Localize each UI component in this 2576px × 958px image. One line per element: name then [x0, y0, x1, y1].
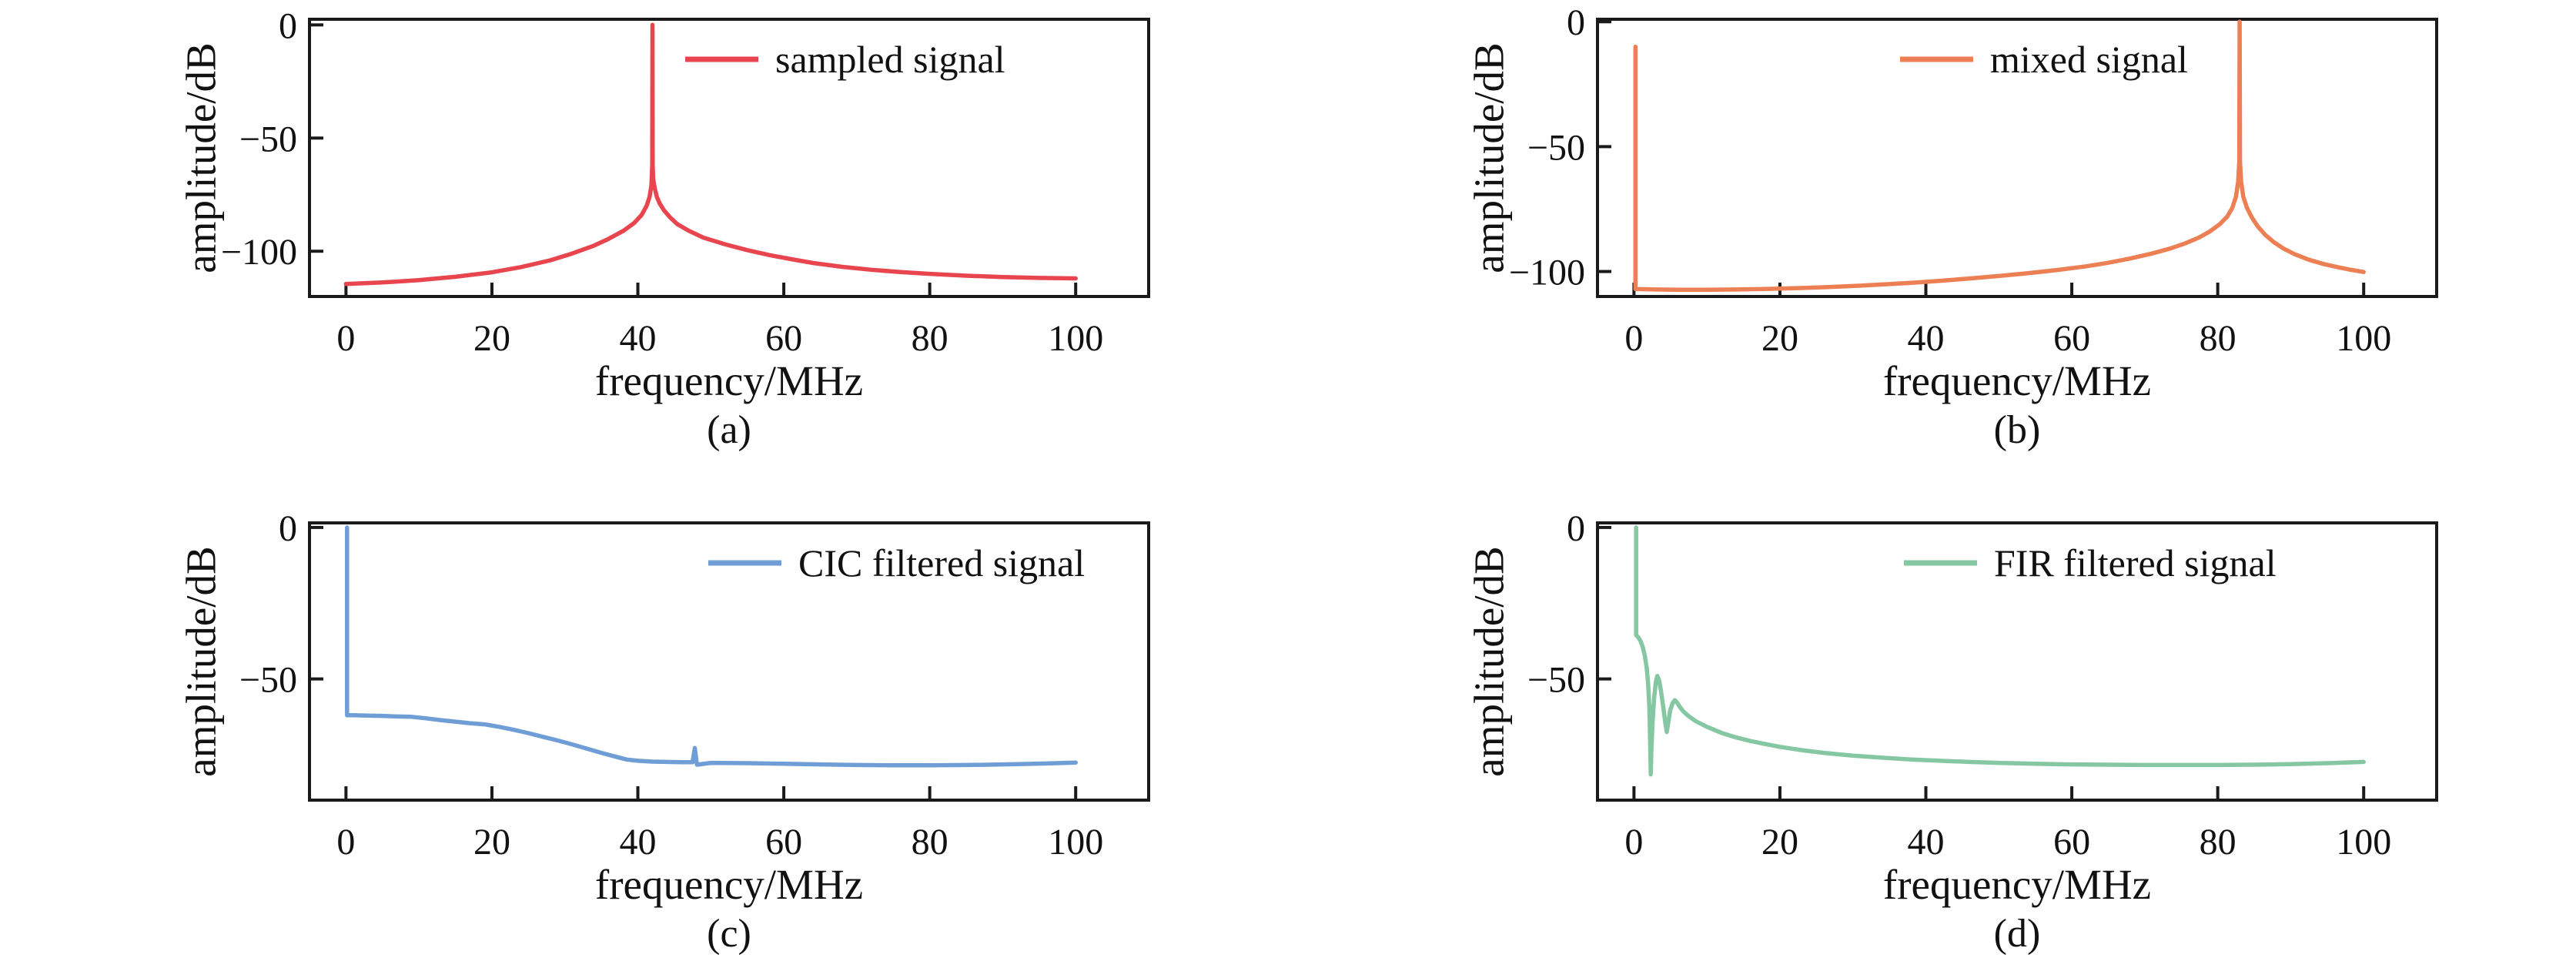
- subplot-c: 0 20 40 60 80 100 0 −50 frequency/MHz amplitude/d…: [0, 479, 1288, 958]
- plot-canvas-d: 0 20 40 60 80 100 0 −50 frequency/MHz amplitude/d…: [1466, 508, 2438, 956]
- x-tick-label: 80: [912, 822, 948, 863]
- y-axis-label: amplitude/dB: [178, 42, 225, 273]
- x-axis-label: frequency/MHz: [1883, 357, 2151, 404]
- y-axis-label: amplitude/dB: [1466, 546, 1513, 776]
- subplot-caption: (d): [1994, 912, 2041, 956]
- plot-canvas-a: 0 20 40 60 80 100 0 −50 −100 frequency/MHz amplitu…: [178, 5, 1150, 452]
- y-tick-label: −100: [221, 232, 297, 273]
- y-tick-label: 0: [1567, 2, 1585, 43]
- x-tick-label: 60: [2053, 318, 2090, 359]
- x-tick-label: 100: [1048, 822, 1103, 863]
- x-tick-label: 60: [765, 318, 802, 359]
- series-line: [343, 22, 1078, 286]
- subplot-caption: (a): [707, 408, 751, 452]
- y-axis-label: amplitude/dB: [178, 546, 225, 776]
- legend-label: mixed signal: [1990, 38, 2188, 81]
- legend-label: CIC filtered signal: [798, 541, 1085, 585]
- legend-label: sampled signal: [775, 38, 1005, 81]
- y-tick-label: −100: [1509, 253, 1585, 293]
- x-tick-label: 20: [1761, 318, 1798, 359]
- x-tick-label: 0: [1624, 822, 1643, 863]
- x-axis-label: frequency/MHz: [595, 861, 863, 908]
- x-tick-label: 80: [2200, 822, 2236, 863]
- x-tick-label: 0: [336, 318, 355, 359]
- y-tick-label: 0: [279, 5, 297, 46]
- plot-canvas-c: 0 20 40 60 80 100 0 −50 frequency/MHz amplitude/d…: [178, 508, 1150, 956]
- plot-border: [308, 18, 1150, 298]
- x-tick-label: 20: [473, 822, 510, 863]
- series-line: [1634, 525, 2366, 777]
- x-axis-label: frequency/MHz: [1883, 861, 2151, 908]
- x-tick-label: 40: [620, 318, 657, 359]
- y-tick-label: −50: [1527, 127, 1585, 168]
- x-tick-label: 80: [912, 318, 948, 359]
- plot-border: [1596, 521, 2438, 802]
- x-tick-label: 60: [765, 822, 802, 863]
- y-tick-label: 0: [279, 508, 297, 549]
- series-line: [1633, 19, 2366, 292]
- x-tick-label: 100: [2336, 318, 2391, 359]
- y-tick-label: 0: [1567, 508, 1585, 549]
- x-tick-label: 100: [1048, 318, 1103, 359]
- subplot-d: 0 20 40 60 80 100 0 −50 frequency/MHz amplitude/d…: [1288, 479, 2576, 958]
- x-tick-label: 40: [1908, 822, 1945, 863]
- plot-border: [1596, 18, 2438, 298]
- subplot-a: 0 20 40 60 80 100 0 −50 −100 frequency/MHz amplitu…: [0, 0, 1288, 479]
- y-tick-label: −50: [1527, 660, 1585, 701]
- x-tick-label: 100: [2336, 822, 2391, 863]
- series-line: [345, 525, 1078, 768]
- y-axis-label: amplitude/dB: [1466, 42, 1513, 273]
- y-tick-label: −50: [239, 660, 297, 701]
- subplot-caption: (b): [1994, 408, 2041, 452]
- x-tick-label: 0: [1624, 318, 1643, 359]
- x-tick-label: 20: [473, 318, 510, 359]
- plot-border: [308, 521, 1150, 802]
- y-tick-label: −50: [239, 119, 297, 159]
- x-tick-label: 60: [2053, 822, 2090, 863]
- x-tick-label: 40: [620, 822, 657, 863]
- subplot-caption: (c): [707, 912, 751, 956]
- x-tick-label: 0: [336, 822, 355, 863]
- x-tick-label: 40: [1908, 318, 1945, 359]
- x-tick-label: 20: [1761, 822, 1798, 863]
- x-axis-label: frequency/MHz: [595, 357, 863, 404]
- legend-label: FIR filtered signal: [1994, 541, 2277, 585]
- subplot-b: 0 20 40 60 80 100 0 −50 −100 frequency/MHz amplitu…: [1288, 0, 2576, 479]
- plot-canvas-b: 0 20 40 60 80 100 0 −50 −100 frequency/MHz amplitu…: [1466, 2, 2438, 452]
- x-tick-label: 80: [2200, 318, 2236, 359]
